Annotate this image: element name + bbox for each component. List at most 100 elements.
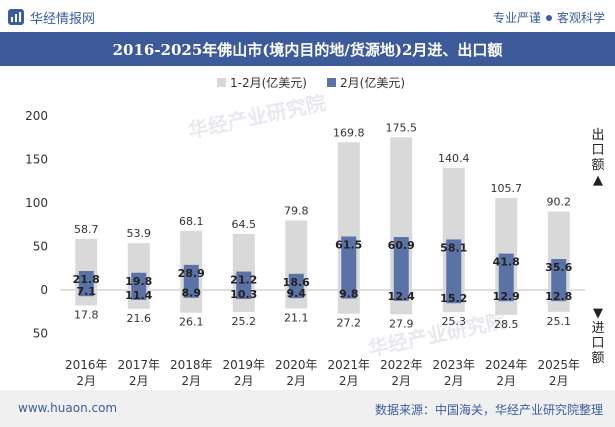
bar-feb-export <box>236 271 252 290</box>
footer-source: 数据来源：中国海关，华经产业研究院整理 <box>374 403 603 417</box>
data-label-feb-export: 21.2 <box>230 274 257 287</box>
bar-feb-import <box>183 290 199 298</box>
footer-url[interactable]: www.huaon.com <box>18 401 118 415</box>
data-label-feb-import: 9.4 <box>287 287 307 300</box>
x-tick-label: 2月 <box>76 374 96 388</box>
data-label-total-export: 58.7 <box>74 223 99 236</box>
bar-feb-export <box>183 264 199 290</box>
data-label-total-import: 25.3 <box>442 315 467 328</box>
slogan: 专业严谨 客观科学 <box>493 9 605 26</box>
x-tick-label: 2019年 <box>222 358 265 372</box>
up-arrow-icon: ▲ <box>593 173 603 188</box>
x-tick-label: 2021年 <box>327 358 370 372</box>
x-tick-label: 2月 <box>234 374 254 388</box>
legend-label: 2月(亿美元) <box>340 75 405 90</box>
data-label-feb-export: 28.9 <box>178 267 205 280</box>
footer: www.huaon.com 数据来源：中国海关，华经产业研究院整理 <box>0 390 615 427</box>
data-label-total-import: 17.8 <box>74 308 99 321</box>
export-side-label: 出口额 ▲ <box>590 128 606 188</box>
data-label-total-import: 21.6 <box>127 312 152 325</box>
x-tick-label: 2018年 <box>170 358 213 372</box>
brand: 华经情报网 <box>8 8 96 27</box>
bar-feb-import <box>393 290 409 301</box>
export-label-text: 出口额 <box>591 128 605 173</box>
y-tick-label: 50 <box>33 240 48 254</box>
data-label-total-export: 90.2 <box>547 196 572 209</box>
x-tick-label: 2020年 <box>275 358 318 372</box>
bar-feb-export <box>131 272 147 290</box>
legend-swatch <box>327 78 336 87</box>
data-label-feb-export: 19.8 <box>125 275 152 288</box>
x-tick-label: 2月 <box>129 374 149 388</box>
top-bar: 华经情报网 专业严谨 客观科学 <box>0 0 615 32</box>
bar-feb-export <box>78 271 94 290</box>
data-label-total-import: 27.2 <box>337 317 362 330</box>
bar-feb-import <box>78 290 94 297</box>
data-label-total-export: 68.1 <box>179 215 204 228</box>
data-label-feb-export: 21.8 <box>73 273 100 286</box>
brand-name: 华经情报网 <box>30 11 96 27</box>
data-label-total-import: 21.1 <box>284 311 309 324</box>
x-tick-label: 2月 <box>391 374 411 388</box>
data-label-total-import: 27.9 <box>389 317 414 330</box>
bar-feb-export <box>446 239 462 290</box>
y-tick-label: 200 <box>25 109 48 123</box>
bar-feb-export <box>288 273 304 290</box>
data-label-feb-export: 60.9 <box>388 239 415 252</box>
data-label-total-export: 105.7 <box>491 182 523 195</box>
data-label-feb-export: 41.8 <box>493 256 520 269</box>
data-label-feb-import: 11.4 <box>125 289 152 302</box>
legend-label: 1-2月(亿美元) <box>230 75 307 90</box>
bar-feb-export <box>341 236 357 290</box>
bar-feb-export <box>498 253 514 290</box>
bar-feb-import <box>498 290 514 302</box>
down-arrow-icon: ▼ <box>593 306 603 321</box>
x-tick-label: 2024年 <box>485 358 528 372</box>
y-tick-label: 150 <box>25 153 48 167</box>
y-tick-label: 50 <box>33 327 48 341</box>
watermark-text: 华经产业研究院 <box>366 308 508 361</box>
chart-title: 2016-2025年佛山市(境内目的地/货源地)2月进、出口额 <box>112 40 503 59</box>
data-label-feb-import: 10.3 <box>230 288 257 301</box>
x-tick-label: 2月 <box>286 374 306 388</box>
slogan-left: 专业严谨 <box>492 11 541 25</box>
y-tick-label: 0 <box>40 283 48 297</box>
data-label-total-export: 64.5 <box>232 218 257 231</box>
bar-total-export <box>285 220 308 290</box>
data-label-total-export: 169.8 <box>333 126 365 139</box>
bar-feb-import <box>288 290 304 299</box>
x-tick-label: 2023年 <box>432 358 475 372</box>
data-label-feb-import: 12.9 <box>493 290 520 303</box>
data-label-total-import: 25.2 <box>232 315 257 328</box>
data-label-feb-import: 15.2 <box>440 292 467 305</box>
data-label-total-export: 140.4 <box>438 152 470 165</box>
data-label-total-export: 53.9 <box>127 227 152 240</box>
data-label-total-export: 79.8 <box>284 205 309 218</box>
data-label-feb-export: 35.6 <box>545 261 572 274</box>
import-side-label: ▼ 进口额 <box>590 306 606 366</box>
x-tick-label: 2025年 <box>537 358 580 372</box>
data-label-feb-import: 12.8 <box>545 290 572 303</box>
x-tick-label: 2022年 <box>380 358 423 372</box>
x-tick-label: 2月 <box>181 374 201 388</box>
bar-feb-export <box>393 237 409 290</box>
x-tick-label: 2016年 <box>65 358 108 372</box>
data-label-feb-import: 9.8 <box>339 288 359 301</box>
data-label-feb-export: 61.5 <box>335 238 362 251</box>
data-label-feb-export: 58.1 <box>440 241 467 254</box>
data-label-total-export: 175.5 <box>386 121 418 134</box>
data-label-feb-import: 7.1 <box>77 285 97 298</box>
legend-swatch <box>217 78 226 87</box>
data-label-feb-import: 12.4 <box>388 290 415 303</box>
import-label-text: 进口额 <box>591 321 605 366</box>
x-tick-label: 2月 <box>549 374 569 388</box>
data-label-total-import: 25.1 <box>547 315 572 328</box>
slogan-dot-icon <box>545 14 552 21</box>
chart-logo-icon <box>8 9 24 25</box>
watermark-text: 华经产业研究院 <box>186 90 328 143</box>
bar-feb-import <box>341 290 357 299</box>
data-label-total-import: 26.1 <box>179 316 204 329</box>
x-tick-label: 2月 <box>444 374 464 388</box>
title-bar: 2016-2025年佛山市(境内目的地/货源地)2月进、出口额 <box>0 32 615 66</box>
